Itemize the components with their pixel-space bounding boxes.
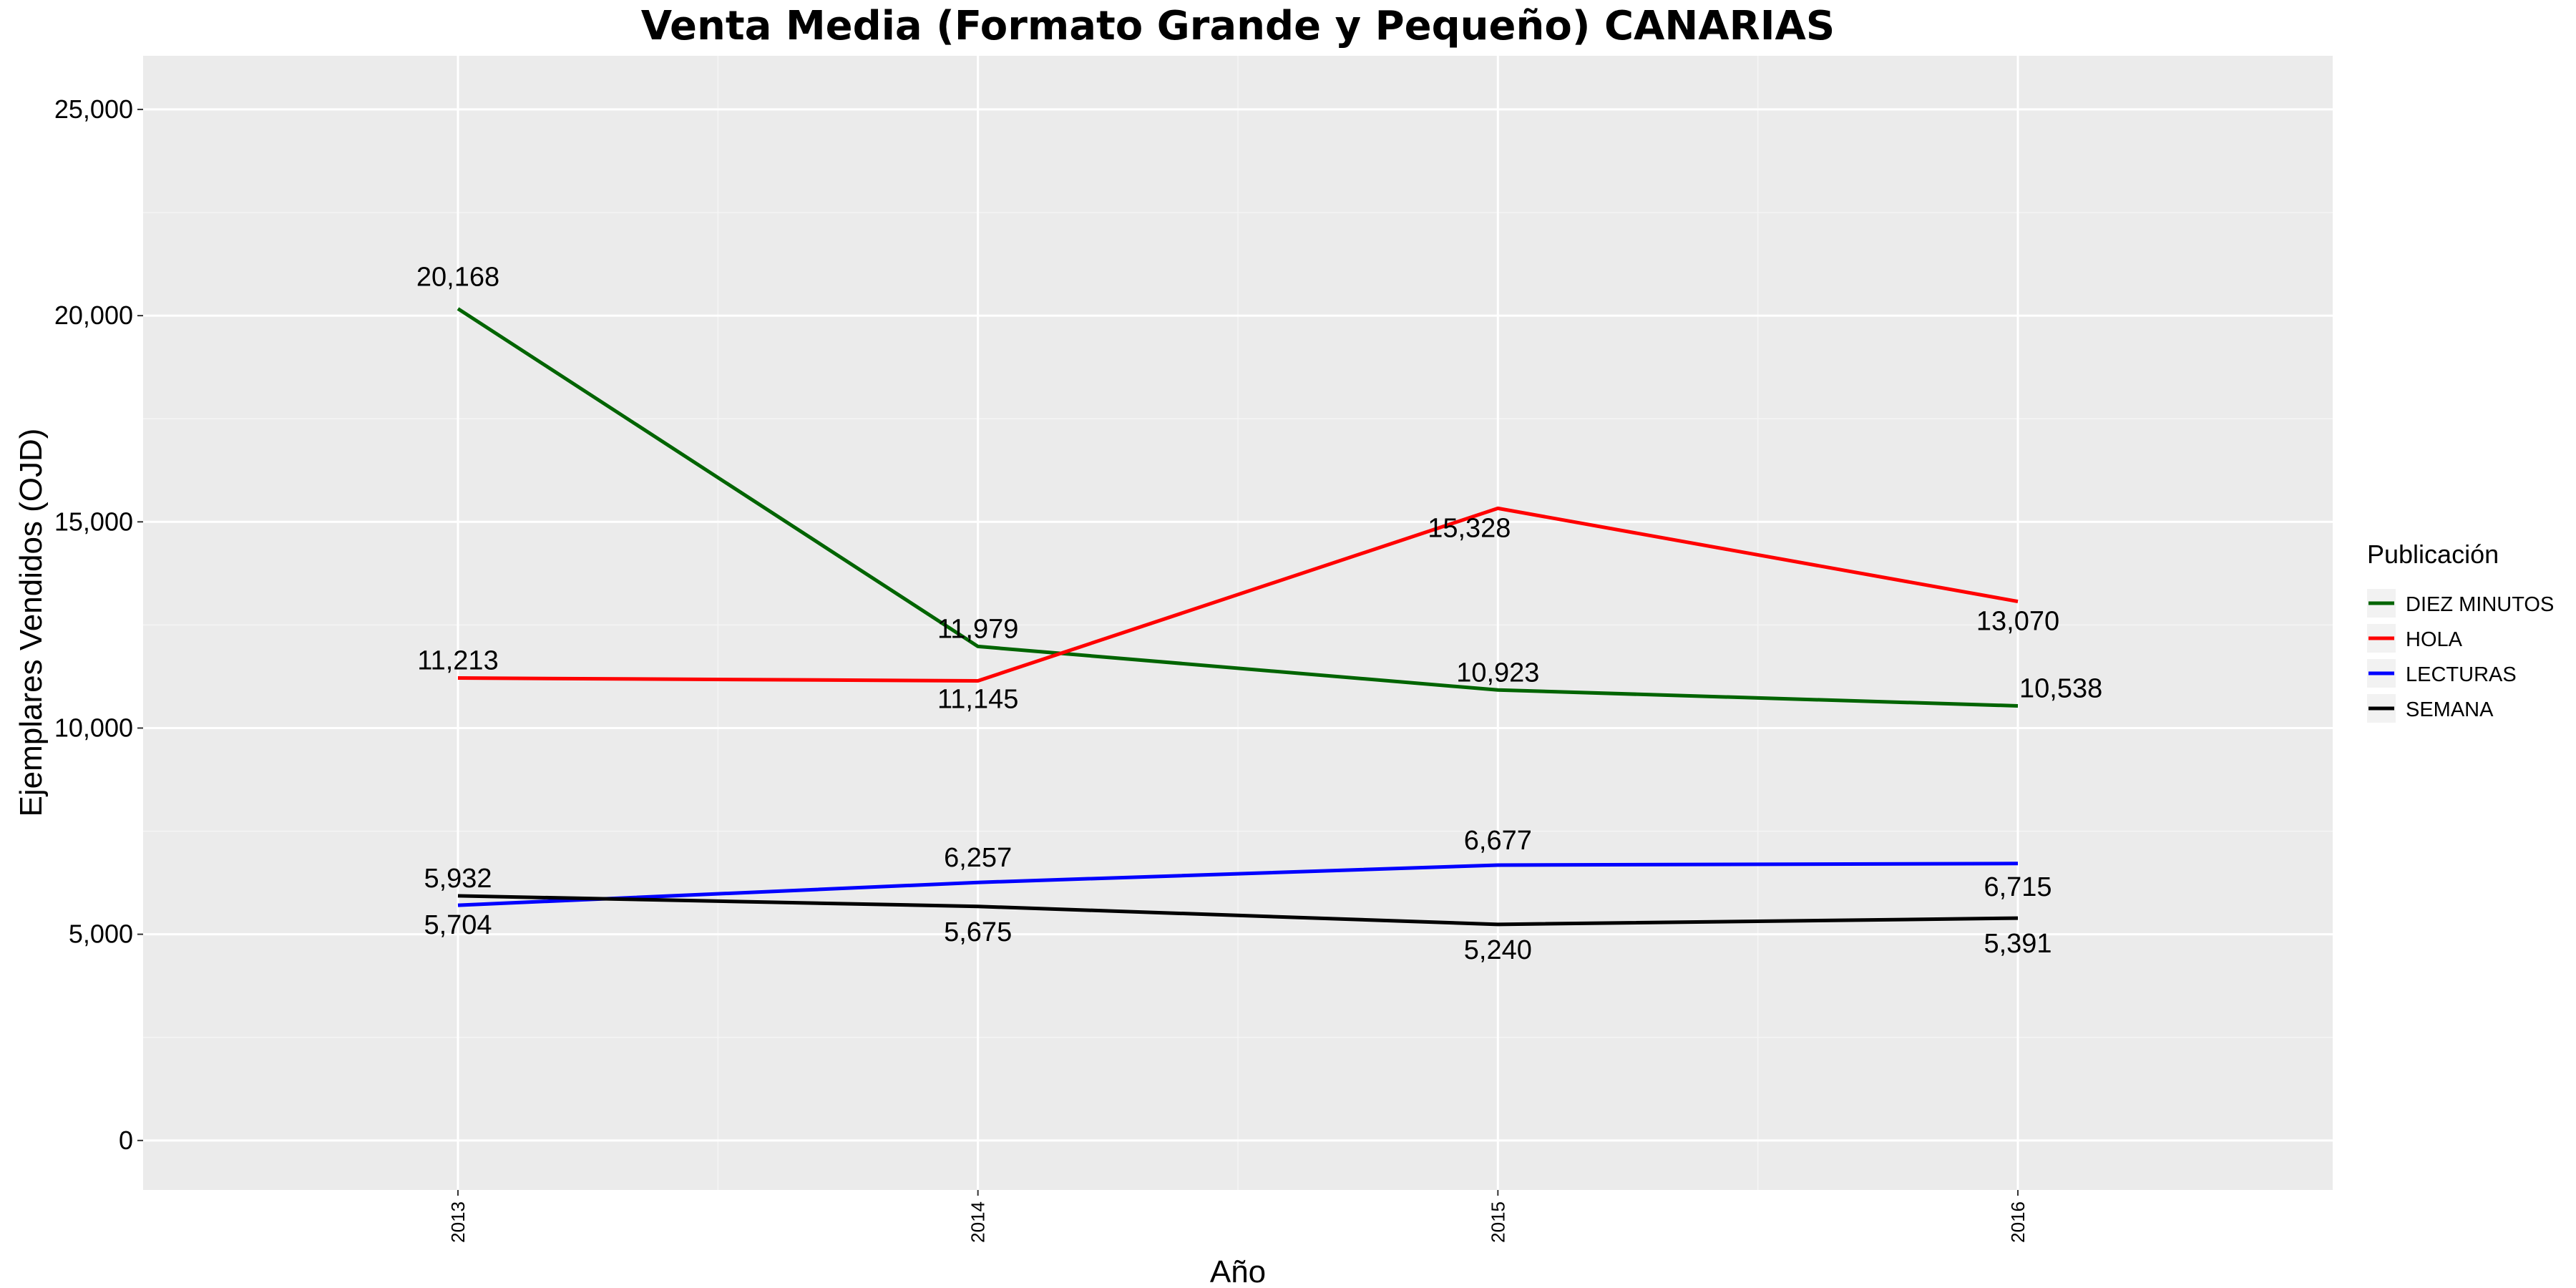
legend: Publicación DIEZ MINUTOS HOLA LECTURAS SEMA… <box>2367 540 2554 723</box>
data-label: 5,704 <box>424 910 492 940</box>
data-label: 6,715 <box>1984 872 2051 902</box>
legend-label: HOLA <box>2406 628 2463 651</box>
data-label: 10,538 <box>2019 673 2102 703</box>
x-axis-title: Año <box>1210 1254 1266 1288</box>
legend-label: SEMANA <box>2406 698 2494 721</box>
data-label: 10,923 <box>1456 658 1539 688</box>
series-line <box>457 862 2019 907</box>
data-label: 5,932 <box>424 864 492 894</box>
series-line <box>457 894 2019 927</box>
data-label: 5,391 <box>1984 929 2051 959</box>
data-label: 6,677 <box>1464 826 1532 856</box>
x-tick-label: 2013 <box>447 1201 469 1243</box>
legend-label: LECTURAS <box>2406 663 2517 686</box>
series-line <box>457 506 2019 683</box>
series-line <box>457 307 2019 708</box>
minor-gridlines <box>143 56 2333 1190</box>
data-label: 13,070 <box>1976 607 2059 637</box>
data-label: 15,328 <box>1428 513 1511 543</box>
data-label: 20,168 <box>416 262 499 292</box>
y-tick-label: 0 <box>119 1126 133 1155</box>
series-lines <box>457 307 2019 927</box>
legend-label: DIEZ MINUTOS <box>2406 593 2554 616</box>
y-tick-label: 20,000 <box>54 301 133 330</box>
y-axis: 0 5,000 10,000 15,000 20,000 25,000 <box>54 94 143 1155</box>
data-labels: 20,168 11,979 10,923 10,538 11,213 11,145 15,3… <box>416 262 2102 965</box>
chart-title: Venta Media (Formato Grande y Pequeño) C… <box>641 3 1835 49</box>
x-axis: 2013 2014 2015 2016 <box>447 1190 2029 1243</box>
legend-title: Publicación <box>2367 540 2499 569</box>
data-label: 6,257 <box>944 843 1012 873</box>
y-tick-label: 15,000 <box>54 507 133 536</box>
x-tick-label: 2015 <box>1487 1201 1508 1243</box>
y-axis-title: Ejemplares Vendidos (OJD) <box>14 429 49 817</box>
major-gridlines <box>143 56 2333 1190</box>
y-tick-label: 5,000 <box>69 919 133 949</box>
y-tick-label: 25,000 <box>54 94 133 124</box>
y-tick-label: 10,000 <box>54 713 133 742</box>
data-label: 11,979 <box>937 614 1018 644</box>
data-label: 5,675 <box>944 917 1012 947</box>
data-label: 5,240 <box>1464 935 1532 965</box>
x-tick-label: 2016 <box>2007 1201 2029 1243</box>
x-tick-label: 2014 <box>967 1201 989 1243</box>
data-label: 11,213 <box>417 646 498 676</box>
data-label: 11,145 <box>937 684 1018 714</box>
